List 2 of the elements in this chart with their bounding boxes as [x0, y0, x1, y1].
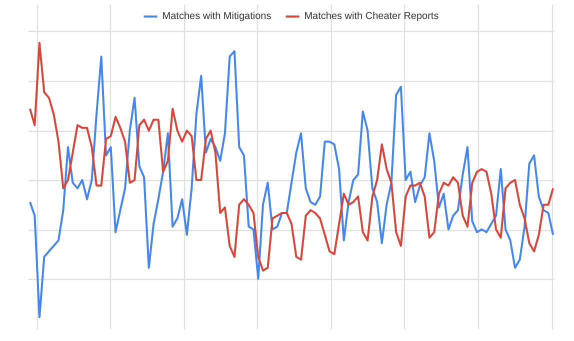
legend-label: Matches with Cheater Reports	[304, 10, 439, 22]
legend-label: Matches with Mitigations	[162, 10, 272, 22]
